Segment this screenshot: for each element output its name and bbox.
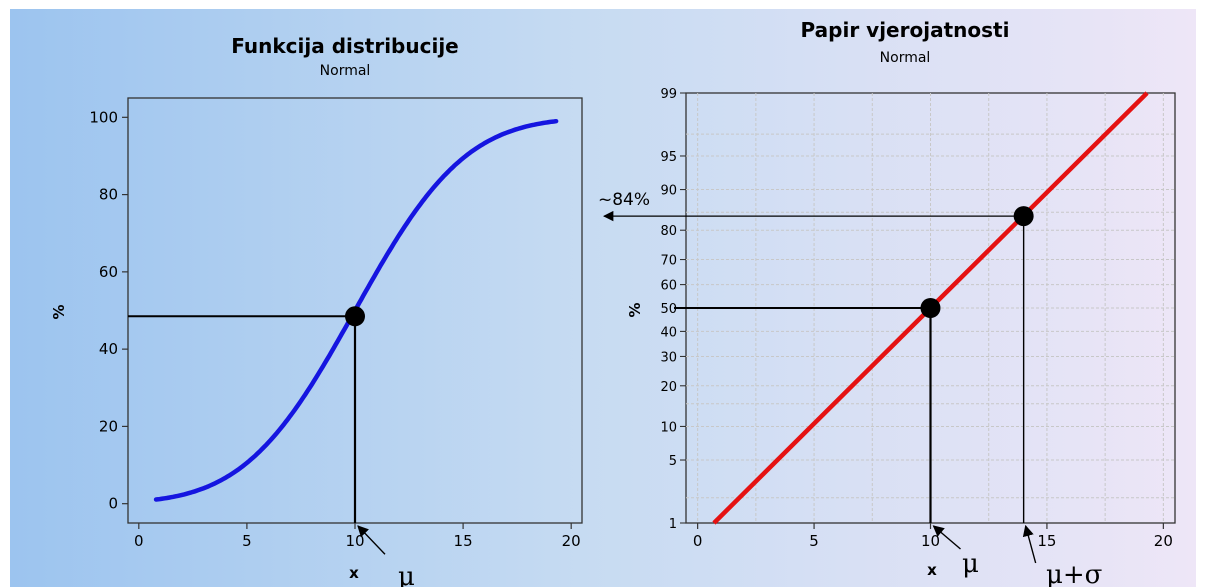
left-x-tick-label: 15 (454, 532, 473, 550)
mu-plus-sigma-arrow (1022, 524, 1037, 564)
right-y-tick-label: 20 (660, 380, 677, 395)
right-x-tick-label: 0 (693, 532, 703, 550)
left-chart: Funkcija distribucije Normal 0 20 40 60 80 10… (50, 34, 583, 587)
right-chart-subtitle: Normal (880, 50, 931, 66)
right-mu-label: μ (962, 549, 979, 579)
right-y-tick-label: 80 (660, 224, 677, 239)
right-mu-arrow (932, 525, 961, 550)
left-mu-arrow (357, 525, 386, 555)
right-y-tick-label: 99 (660, 87, 677, 102)
left-x-tick-label: 5 (242, 532, 252, 550)
background (10, 9, 1196, 587)
right-y-tick-label: 70 (660, 254, 677, 269)
right-sigma-marker (1013, 206, 1034, 227)
right-y-axis-label: % (626, 302, 644, 317)
right-y-tick-label: 95 (660, 150, 677, 165)
right-x-tick-label: 15 (1037, 532, 1056, 550)
right-x-axis-label: x (927, 561, 937, 579)
right-y-tick-label: 30 (660, 350, 677, 365)
left-y-tick-label: 20 (99, 417, 118, 435)
left-y-tick-label: 80 (99, 186, 118, 204)
right-median-marker (920, 298, 941, 318)
percent-84-label: ~84% (598, 190, 650, 210)
right-x-tick-label: 10 (921, 532, 940, 550)
left-chart-subtitle: Normal (320, 63, 371, 79)
left-annotations (128, 306, 386, 555)
left-chart-title: Funkcija distribucije (231, 34, 459, 58)
left-x-tick-label: 20 (562, 532, 581, 550)
mu-plus-sigma-label: μ+σ (1046, 560, 1102, 587)
right-y-tick-label: 1 (669, 517, 677, 532)
right-x-tick-label: 5 (809, 532, 819, 550)
left-y-axis: 0 20 40 60 80 100 (89, 108, 128, 513)
right-chart-title: Papir vjerojatnosti (801, 18, 1010, 42)
left-median-marker (345, 306, 365, 327)
right-y-tick-label: 10 (660, 420, 677, 435)
right-y-axis: 1 5 10 20 30 40 50 60 70 80 90 95 99 (660, 87, 686, 532)
right-annotations (602, 206, 1037, 564)
right-y-tick-label: 90 (660, 184, 677, 199)
left-y-tick-label: 40 (99, 340, 118, 358)
left-y-tick-label: 0 (108, 495, 118, 513)
right-x-tick-label: 20 (1154, 532, 1173, 550)
right-y-tick-label: 40 (660, 325, 677, 340)
left-x-tick-label: 0 (134, 532, 144, 550)
left-y-tick-label: 60 (99, 263, 118, 281)
right-grid (686, 93, 1175, 523)
left-x-axis-label: x (349, 564, 359, 582)
left-x-axis: 0 5 10 15 20 (134, 523, 581, 550)
right-y-tick-label: 5 (669, 454, 677, 469)
left-y-axis-label: % (50, 304, 68, 319)
left-mu-label: μ (398, 562, 415, 587)
left-x-tick-label: 10 (345, 532, 364, 550)
right-y-tick-label: 60 (660, 279, 677, 294)
right-chart: Papir vjerojatnosti Normal 1510203040506… (598, 18, 1176, 587)
right-y-tick-label: 50 (660, 302, 677, 317)
left-y-tick-label: 100 (89, 108, 118, 126)
